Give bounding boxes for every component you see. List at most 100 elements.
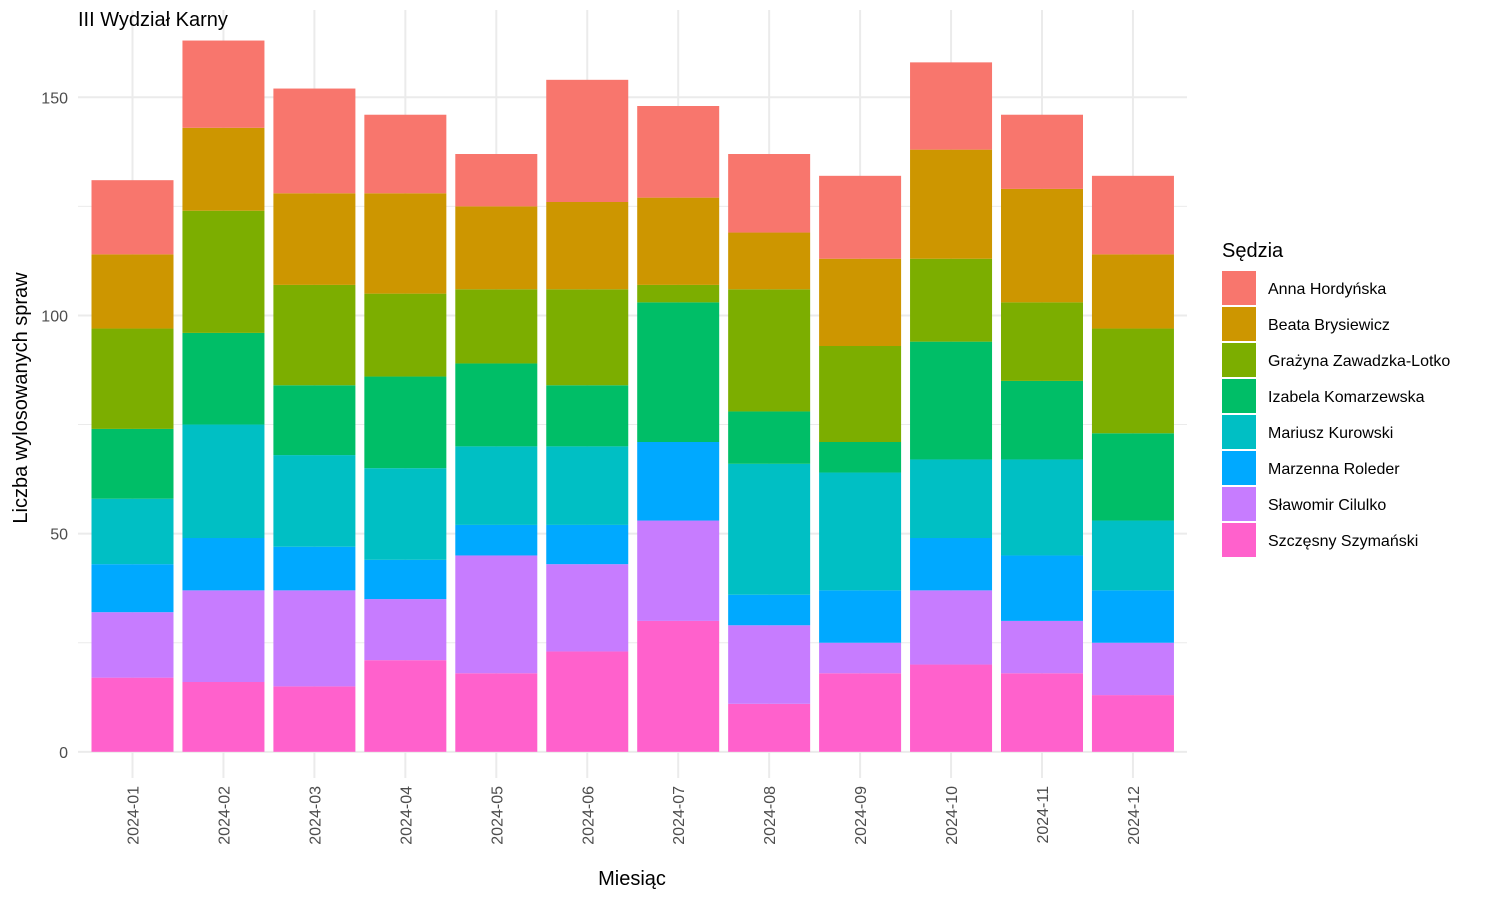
legend-swatch bbox=[1222, 271, 1256, 305]
bar-segment bbox=[910, 664, 993, 752]
bar-segment bbox=[1091, 175, 1174, 255]
bar-segment bbox=[364, 468, 447, 560]
bar-segment bbox=[728, 463, 811, 595]
bar-segment bbox=[546, 79, 629, 202]
bar-segment bbox=[728, 289, 811, 412]
bar-segment bbox=[455, 673, 538, 752]
bar-segment bbox=[455, 555, 538, 674]
bar-segment bbox=[728, 232, 811, 290]
x-tick-label: 2024-03 bbox=[307, 786, 324, 845]
x-tick-label: 2024-09 bbox=[853, 786, 870, 845]
bar-segment bbox=[91, 677, 174, 752]
legend: Anna Hordyńska Beata Brysiewicz Grażyna Za… bbox=[1222, 271, 1450, 557]
legend-label: Grażyna Zawadzka-Lotko bbox=[1268, 353, 1450, 370]
bar-segment bbox=[455, 289, 538, 364]
bar-segment bbox=[1091, 695, 1174, 752]
legend-label: Beata Brysiewicz bbox=[1268, 317, 1390, 334]
bar-segment bbox=[182, 424, 265, 538]
bar-segment bbox=[728, 594, 811, 626]
bar-segment bbox=[364, 559, 447, 600]
bar-segment bbox=[546, 564, 629, 652]
y-axis-title: Liczba wylosowanych spraw bbox=[10, 272, 32, 524]
bar-segment bbox=[910, 341, 993, 460]
bar-segment bbox=[455, 524, 538, 556]
bar-segment bbox=[364, 599, 447, 661]
bar-segment bbox=[1001, 620, 1083, 674]
x-tick-label: 2024-05 bbox=[489, 786, 506, 845]
bar-segment bbox=[364, 376, 447, 469]
bar-segment bbox=[91, 328, 174, 429]
bar-segment bbox=[364, 293, 447, 377]
bar-segment bbox=[1001, 380, 1083, 460]
bar-segment bbox=[546, 524, 629, 565]
bar-segment bbox=[819, 590, 902, 643]
bar-segment bbox=[1091, 590, 1174, 643]
bar-segment bbox=[910, 538, 993, 591]
bar-segment bbox=[637, 520, 720, 621]
bar-segment bbox=[182, 682, 265, 752]
y-tick-label: 50 bbox=[50, 527, 68, 544]
bar-segment bbox=[637, 284, 720, 303]
bar-segment bbox=[910, 258, 993, 342]
legend-label: Sławomir Cilulko bbox=[1268, 497, 1386, 514]
bar-segment bbox=[182, 590, 265, 682]
bar-segment bbox=[1001, 555, 1083, 621]
bar-segment bbox=[1001, 302, 1083, 381]
bar-segment bbox=[273, 546, 356, 591]
bar-segment bbox=[1091, 642, 1174, 696]
bar-segment bbox=[273, 686, 356, 752]
x-tick-label: 2024-07 bbox=[671, 786, 688, 845]
bar-segment bbox=[910, 590, 993, 665]
legend-label: Mariusz Kurowski bbox=[1268, 425, 1393, 442]
legend-label: Izabela Komarzewska bbox=[1268, 389, 1425, 406]
bar-segment bbox=[546, 289, 629, 386]
bar-segment bbox=[273, 385, 356, 456]
bars bbox=[91, 40, 1174, 752]
bar-segment bbox=[182, 210, 265, 333]
bar-segment bbox=[91, 180, 174, 255]
legend-swatch bbox=[1222, 343, 1256, 377]
x-tick-label: 2024-11 bbox=[1035, 786, 1052, 844]
bar-segment bbox=[819, 258, 902, 346]
legend-swatch bbox=[1222, 415, 1256, 449]
bar-segment bbox=[273, 193, 356, 285]
bar-segment bbox=[819, 673, 902, 752]
bar-segment bbox=[546, 446, 629, 525]
bar-segment bbox=[728, 154, 811, 233]
legend-swatch bbox=[1222, 523, 1256, 557]
bar-segment bbox=[364, 660, 447, 752]
x-tick-label: 2024-08 bbox=[762, 786, 779, 845]
bar-segment bbox=[637, 302, 720, 442]
bar-segment bbox=[273, 590, 356, 687]
bar-segment bbox=[455, 446, 538, 525]
bar-segment bbox=[455, 363, 538, 447]
legend-label: Marzenna Roleder bbox=[1268, 461, 1400, 478]
bar-segment bbox=[910, 459, 993, 538]
y-tick-label: 0 bbox=[59, 745, 68, 762]
bar-segment bbox=[1001, 188, 1083, 303]
bar-segment bbox=[364, 114, 447, 194]
x-tick-label: 2024-04 bbox=[398, 786, 415, 845]
bar-segment bbox=[819, 175, 902, 259]
bar-segment bbox=[182, 40, 265, 128]
bar-segment bbox=[91, 498, 174, 565]
legend-title: Sędzia bbox=[1222, 240, 1284, 262]
x-tick-label: 2024-12 bbox=[1126, 786, 1143, 845]
bar-segment bbox=[273, 455, 356, 547]
bar-segment bbox=[910, 149, 993, 259]
bar-segment bbox=[91, 564, 174, 613]
chart-title: III Wydział Karny bbox=[78, 9, 228, 31]
legend-swatch bbox=[1222, 379, 1256, 413]
bar-segment bbox=[819, 642, 902, 674]
bar-segment bbox=[1001, 673, 1083, 752]
legend-label: Szczęsny Szymański bbox=[1268, 533, 1418, 550]
bar-segment bbox=[728, 411, 811, 464]
bar-segment bbox=[91, 612, 174, 678]
bar-segment bbox=[819, 472, 902, 591]
bar-segment bbox=[182, 332, 265, 425]
bar-segment bbox=[91, 254, 174, 329]
bar-segment bbox=[819, 442, 902, 473]
bar-segment bbox=[182, 538, 265, 591]
bar-segment bbox=[273, 284, 356, 386]
